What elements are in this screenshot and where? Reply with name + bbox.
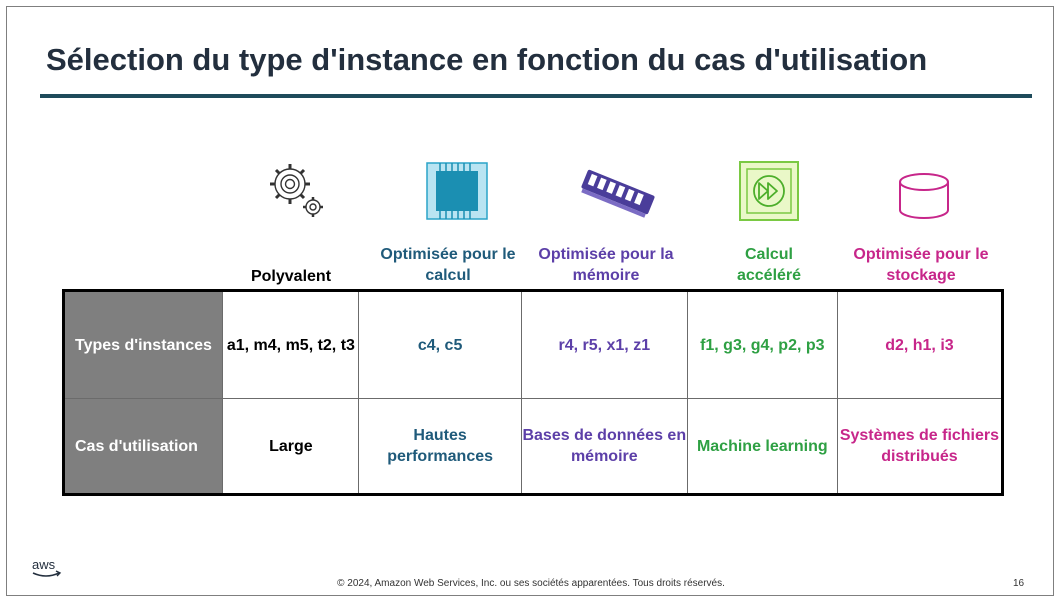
column-header-general: Polyvalent bbox=[250, 268, 332, 285]
instance-types-table: Types d'instances a1, m4, m5, t2, t3 c4,… bbox=[62, 289, 1004, 496]
table-cell: Hautes performances bbox=[358, 398, 522, 495]
column-header-accelerated: Calcul accéléré bbox=[736, 246, 802, 284]
row-header-use-cases: Cas d'utilisation bbox=[62, 398, 224, 495]
column-header-compute: Optimisée pour le calcul bbox=[380, 246, 516, 284]
table-cell: Machine learning bbox=[686, 398, 838, 495]
table-cell: r4, r5, x1, z1 bbox=[520, 290, 688, 399]
table-row: Cas d'utilisation Large Hautes performan… bbox=[62, 398, 1004, 495]
svg-text:aws: aws bbox=[32, 557, 56, 572]
page-title: Sélection du type d'instance en fonction… bbox=[46, 42, 928, 77]
gears-icon bbox=[270, 164, 323, 217]
fast-forward-icon bbox=[739, 161, 799, 221]
page-number: 16 bbox=[1013, 578, 1025, 589]
storage-cylinder-icon bbox=[899, 173, 949, 219]
chip-icon bbox=[426, 162, 488, 220]
table-cell: f1, g3, g4, p2, p3 bbox=[686, 290, 838, 399]
table-cell: Bases de données en mémoire bbox=[520, 398, 688, 495]
table-cell: a1, m4, m5, t2, t3 bbox=[222, 290, 360, 399]
table-row: Types d'instances a1, m4, m5, t2, t3 c4,… bbox=[62, 290, 1004, 399]
row-header-instance-types: Types d'instances bbox=[62, 290, 224, 399]
aws-logo: aws bbox=[30, 556, 64, 585]
column-header-storage: Optimisée pour le stockage bbox=[853, 246, 989, 284]
copyright-footer: © 2024, Amazon Web Services, Inc. ou ses… bbox=[337, 578, 725, 589]
table-cell: Large bbox=[222, 398, 360, 495]
table-cell: Systèmes de fichiers distribués bbox=[836, 398, 1004, 495]
column-header-memory: Optimisée pour la mémoire bbox=[538, 246, 674, 284]
table-cell: d2, h1, i3 bbox=[836, 290, 1004, 399]
memory-module-icon bbox=[581, 169, 655, 218]
table-cell: c4, c5 bbox=[358, 290, 522, 399]
title-divider bbox=[40, 94, 1032, 98]
